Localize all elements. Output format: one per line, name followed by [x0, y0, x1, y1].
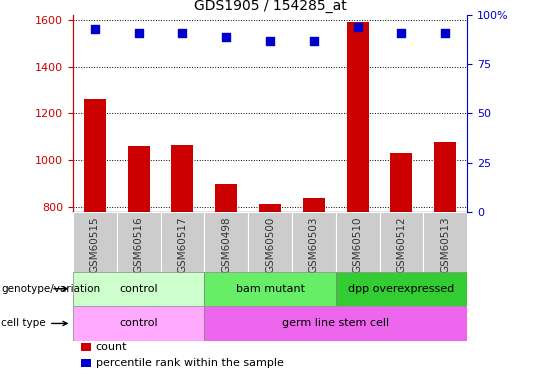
Text: cell type: cell type [2, 318, 67, 328]
Text: germ line stem cell: germ line stem cell [282, 318, 389, 328]
Bar [84, 99, 106, 212]
Bar [380, 212, 423, 272]
Bar [160, 212, 204, 272]
Bar [248, 212, 292, 272]
Point [441, 30, 449, 36]
Text: GSM60516: GSM60516 [133, 217, 144, 273]
Bar [73, 212, 117, 272]
Text: GSM60515: GSM60515 [90, 217, 100, 273]
Bar [204, 272, 336, 306]
Text: bam mutant: bam mutant [235, 284, 305, 294]
Point [178, 30, 187, 36]
Bar [259, 204, 281, 212]
Bar [303, 198, 325, 212]
Text: GSM60498: GSM60498 [221, 217, 231, 273]
Bar [127, 146, 150, 212]
Text: GSM60517: GSM60517 [178, 217, 187, 273]
Bar [390, 153, 413, 212]
Text: control: control [119, 284, 158, 294]
Text: GSM60503: GSM60503 [309, 217, 319, 273]
Bar [423, 212, 467, 272]
Text: GSM60500: GSM60500 [265, 217, 275, 273]
Bar [81, 343, 91, 351]
Text: GSM60513: GSM60513 [440, 217, 450, 273]
Bar [336, 272, 467, 306]
Bar [172, 145, 193, 212]
Point [91, 26, 99, 32]
Point [353, 24, 362, 30]
Text: control: control [119, 318, 158, 328]
Text: GSM60512: GSM60512 [396, 217, 407, 273]
Bar [204, 212, 248, 272]
Bar [434, 141, 456, 212]
Text: GSM60510: GSM60510 [353, 217, 362, 273]
Text: percentile rank within the sample: percentile rank within the sample [96, 358, 284, 368]
Bar [204, 306, 467, 341]
Bar [73, 272, 204, 306]
Title: GDS1905 / 154285_at: GDS1905 / 154285_at [194, 0, 346, 13]
Point [134, 30, 143, 36]
Bar [336, 212, 380, 272]
Bar [347, 22, 368, 212]
Bar [292, 212, 336, 272]
Text: genotype/variation: genotype/variation [2, 284, 100, 294]
Bar [215, 184, 237, 212]
Text: count: count [96, 342, 127, 352]
Point [397, 30, 406, 36]
Point [266, 38, 274, 44]
Text: dpp overexpressed: dpp overexpressed [348, 284, 455, 294]
Bar [81, 359, 91, 367]
Point [222, 34, 231, 40]
Bar [117, 212, 160, 272]
Point [309, 38, 318, 44]
Bar [73, 306, 204, 341]
